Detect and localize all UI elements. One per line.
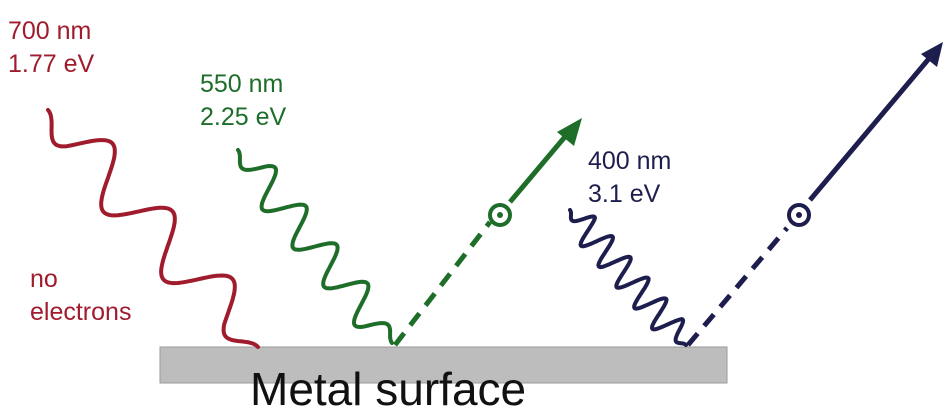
green-electron-trajectory bbox=[508, 130, 571, 204]
red-energy-label: 1.77 eV bbox=[8, 50, 95, 78]
green-arrowhead bbox=[557, 118, 582, 146]
green-energy-label: 2.25 eV bbox=[200, 103, 287, 131]
red-photon-wave bbox=[46, 108, 260, 349]
blue-wavelength-label: 400 nm bbox=[588, 147, 672, 175]
red-wavelength-label: 700 nm bbox=[8, 17, 92, 45]
blue-electron-trajectory bbox=[808, 53, 934, 202]
green-electron-core bbox=[497, 212, 503, 218]
no-electrons-line2: electrons bbox=[30, 298, 132, 326]
blue-electron-dashed-path bbox=[686, 226, 789, 347]
no-electrons-line1: no bbox=[30, 265, 58, 293]
green-wavelength-label: 550 nm bbox=[200, 70, 284, 98]
metal-surface-label: Metal surface bbox=[250, 363, 527, 415]
blue-arrowhead bbox=[921, 42, 943, 67]
blue-energy-label: 3.1 eV bbox=[588, 180, 661, 208]
blue-photon-wave bbox=[568, 208, 688, 347]
metal-plate bbox=[159, 346, 728, 384]
blue-electron-core bbox=[796, 212, 802, 218]
green-electron-dashed-path bbox=[393, 220, 492, 347]
green-photon-wave bbox=[236, 148, 394, 345]
